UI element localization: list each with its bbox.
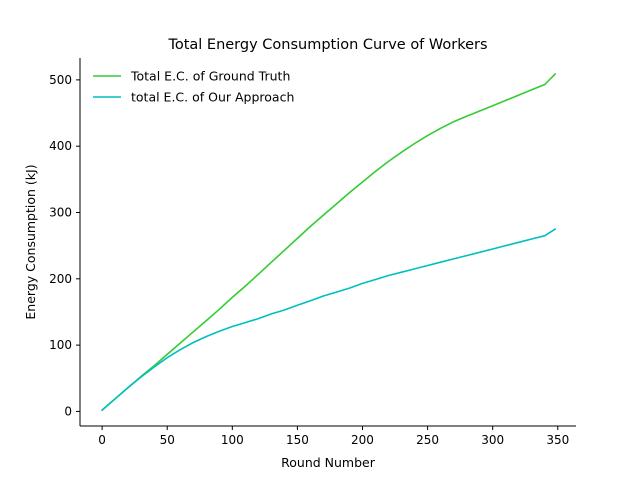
y-axis-ticks: 0 100 200 300 400 500 [49,73,80,418]
series-line-1 [101,73,557,411]
series-lines [101,73,557,411]
series-line-2 [101,228,557,411]
axes-spines [79,58,576,427]
y-tick-label: 100 [49,338,72,352]
x-tick-label: 200 [351,433,374,447]
legend-label-1: Total E.C. of Ground Truth [130,69,290,84]
y-tick-label: 400 [49,139,72,153]
x-tick-label: 350 [546,433,569,447]
y-tick-label: 300 [49,205,72,219]
x-tick-label: 100 [221,433,244,447]
legend-label-2: total E.C. of Our Approach [131,90,294,105]
x-tick-label: 50 [160,433,175,447]
y-tick-label: 500 [49,73,72,87]
x-axis-ticks: 0 50 100 150 200 250 300 350 [98,426,569,447]
x-tick-label: 150 [286,433,309,447]
chart-title: Total Energy Consumption Curve of Worker… [167,37,487,53]
x-tick-label: 0 [98,433,106,447]
x-axis-label: Round Number [281,455,376,470]
x-tick-label: 250 [416,433,439,447]
y-tick-label: 0 [64,404,72,418]
legend: Total E.C. of Ground Truth total E.C. of … [93,69,294,105]
y-tick-label: 200 [49,272,72,286]
y-axis-label: Energy Consumption (kJ) [23,164,38,319]
x-tick-label: 300 [481,433,504,447]
